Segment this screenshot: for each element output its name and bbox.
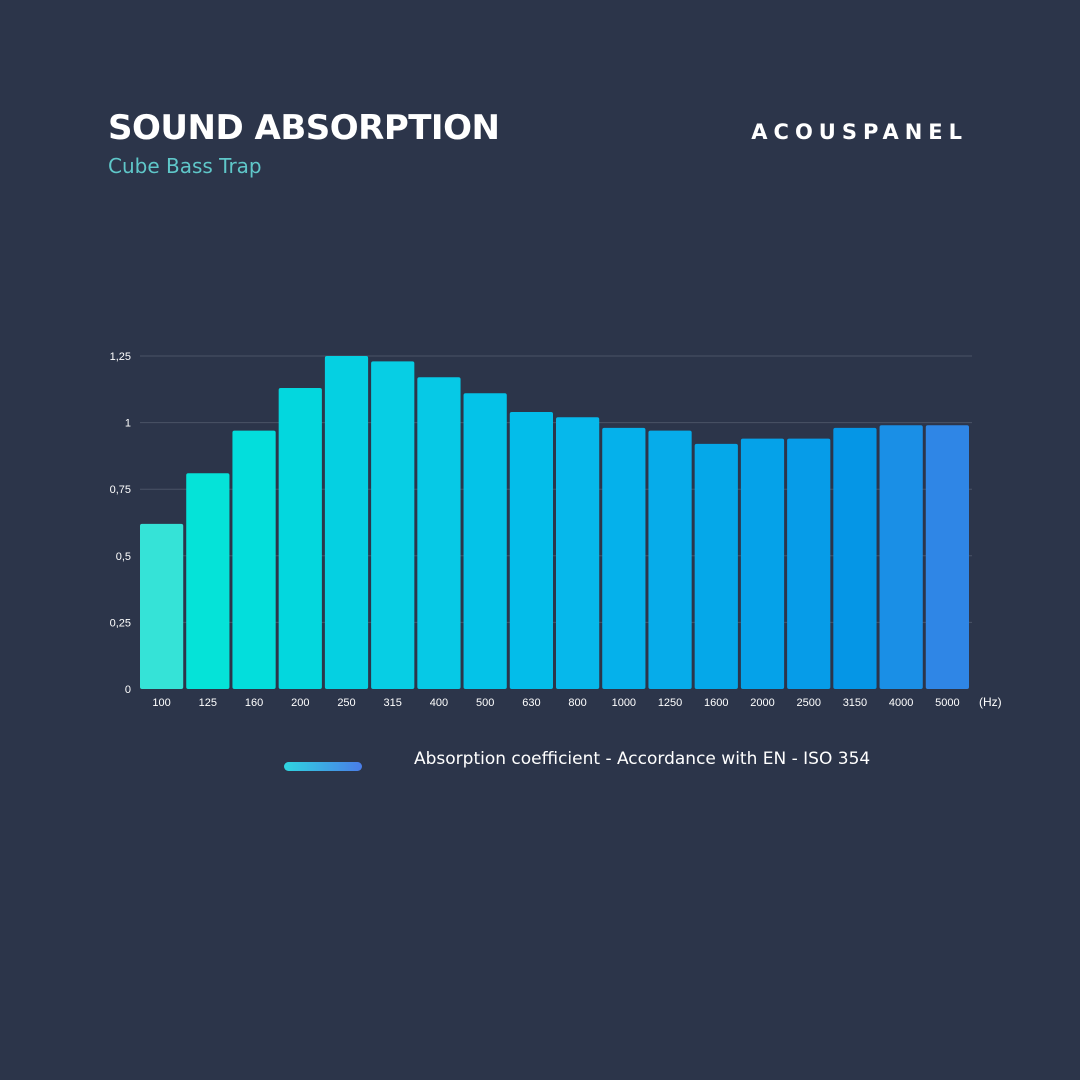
x-tick-label: 4000 [889,697,913,709]
bar-800 [556,417,600,689]
y-tick-label: 1 [125,418,131,430]
y-tick-label: 0 [125,684,131,696]
bar-1250 [648,430,692,689]
bar-3150 [833,427,877,689]
bar-500 [463,393,507,689]
y-tick-label: 0,75 [110,484,131,496]
x-axis-unit: (Hz) [979,695,1002,709]
bar-315 [371,361,415,689]
bar-1000 [602,427,646,689]
bar-160 [232,430,276,689]
x-tick-label: 1000 [612,697,636,709]
bar-200 [278,387,322,689]
x-tick-label: 125 [199,697,217,709]
bar-400 [417,377,461,689]
x-tick-label: 2500 [796,697,820,709]
y-tick-label: 1,25 [110,351,131,363]
bar-2500 [787,438,831,689]
x-tick-label: 1600 [704,697,728,709]
x-tick-label: 800 [568,697,586,709]
bar-100 [140,523,184,689]
bar-250 [324,356,369,689]
x-tick-label: 250 [337,697,355,709]
y-tick-label: 0,5 [116,551,131,563]
x-tick-label: 5000 [935,697,959,709]
x-axis-ticks: 100 125 160 200 250 315 400 500 630 800 1000 1250 16… [152,697,959,709]
brand-logo: ACOUSPANEL [751,120,968,144]
bar-630 [509,411,553,689]
bar-125 [186,473,230,689]
bars [140,356,969,689]
legend-swatch [284,762,362,771]
x-tick-label: 1250 [658,697,682,709]
legend-label: Absorption coefficient - Accordance with… [414,749,871,769]
y-tick-label: 0,25 [110,617,131,629]
x-tick-label: 2000 [750,697,774,709]
bar-4000 [879,425,923,689]
bar-5000 [925,425,969,689]
x-tick-label: 315 [384,697,402,709]
x-tick-label: 100 [152,697,170,709]
bar-1600 [694,443,738,689]
y-axis-ticks: 0 0,25 0,5 0,75 1 1,25 [110,351,131,696]
bar-2000 [740,438,785,689]
x-tick-label: 630 [522,697,540,709]
x-tick-label: 400 [430,697,448,709]
chart-subtitle: Cube Bass Trap [108,154,262,178]
chart-title: SOUND ABSORPTION [108,108,500,148]
x-tick-label: 500 [476,697,494,709]
x-tick-label: 200 [291,697,309,709]
x-tick-label: 3150 [843,697,867,709]
x-tick-label: 160 [245,697,263,709]
